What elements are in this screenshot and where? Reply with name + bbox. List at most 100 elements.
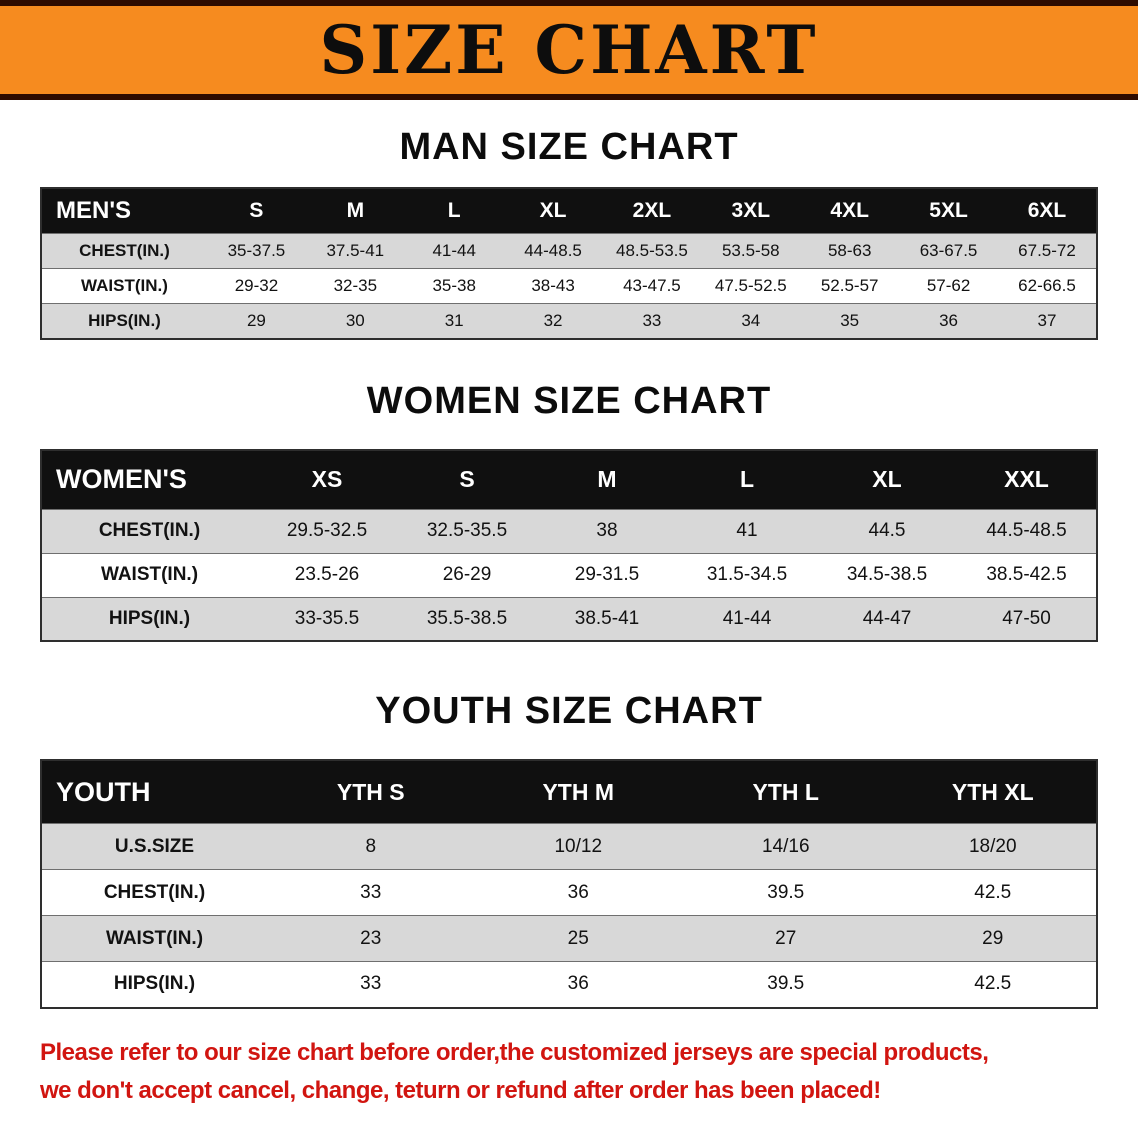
row-label: WAIST(IN.) — [105, 927, 204, 949]
size-value-cell: 18/20 — [968, 835, 1017, 857]
size-column-header: 6XL — [998, 188, 1097, 234]
size-value-cell: 35-38 — [432, 276, 476, 295]
page-title: SIZE CHART — [319, 11, 819, 89]
size-value-cell: 67.5-72 — [1018, 241, 1076, 260]
size-value-cell: 47-50 — [1002, 607, 1051, 629]
size-value-cell: 34.5-38.5 — [846, 564, 928, 585]
row-label: CHEST(IN.) — [98, 520, 201, 541]
size-value-cell: 37.5-41 — [326, 241, 385, 260]
size-value-cell: 57-62 — [926, 276, 971, 295]
measurement-row: HIPS(IN.) 33-35.5 35.5-38.5 38.5-41 41-44 44-… — [41, 597, 1097, 641]
size-value-cell: 29 — [246, 310, 266, 330]
table-title-cell: WOMEN'S — [41, 449, 257, 509]
size-table-header-row: YOUTH YTH S YTH M YTH L YTH XL — [41, 760, 1097, 824]
size-value-cell: 31 — [444, 310, 464, 330]
size-value-cell: 41-44 — [432, 241, 476, 260]
measurement-row: CHEST(IN.) 29.5-32.5 32.5-35.5 38 41 44.5 44.5… — [41, 509, 1097, 553]
size-value-cell: 48.5-53.5 — [616, 241, 688, 260]
footer-notice: Please refer to our size chart before or… — [40, 1039, 1138, 1105]
row-label: CHEST(IN.) — [79, 241, 170, 260]
youth-size-section: YOUTH SIZE CHART YOUTH YTH S YTH M YTH L YTH… — [0, 690, 1138, 1009]
size-value-cell: 29 — [982, 927, 1004, 949]
size-value-cell: 29-31.5 — [574, 564, 640, 585]
size-value-cell: 39.5 — [767, 881, 805, 903]
size-value-cell: 30 — [345, 310, 365, 330]
size-value-cell: 36 — [567, 881, 589, 903]
size-value-cell: 14/16 — [761, 835, 810, 857]
measurement-row: U.S.SIZE 8 10/12 14/16 18/20 — [41, 823, 1097, 870]
size-column-header: S — [207, 188, 306, 234]
size-value-cell: 32.5-35.5 — [426, 520, 508, 541]
women-size-section: WOMEN SIZE CHART WOMEN'S XS S M L XL XXL CHEST(… — [0, 379, 1138, 642]
row-label: WAIST(IN.) — [81, 276, 168, 295]
size-value-cell: 35-37.5 — [227, 241, 286, 260]
size-column-header: YTH L — [682, 760, 890, 824]
size-value-cell: 33 — [360, 973, 382, 995]
row-label: HIPS(IN.) — [88, 310, 161, 330]
size-value-cell: 43-47.5 — [623, 276, 681, 295]
measurement-row: CHEST(IN.) 35-37.5 37.5-41 41-44 44-48.5 48.5… — [41, 233, 1097, 269]
size-column-header: M — [537, 449, 677, 509]
size-value-cell: 29-32 — [234, 276, 279, 295]
measurement-row: HIPS(IN.) 29 30 31 32 33 34 35 36 37 — [41, 303, 1097, 339]
size-value-cell: 23.5-26 — [294, 564, 360, 585]
size-value-cell: 33-35.5 — [294, 607, 360, 629]
size-column-header: 4XL — [800, 188, 900, 234]
size-table-header-row: MEN'S S M L XL 2XL 3XL 4XL 5XL 6XL — [41, 188, 1097, 234]
men-size-section: MAN SIZE CHART MEN'S S M L XL 2XL 3XL 4XL 5XL 6XL… — [0, 126, 1138, 340]
size-value-cell: 37 — [1037, 310, 1057, 330]
size-column-header: 2XL — [602, 188, 702, 234]
size-value-cell: 38 — [596, 520, 618, 541]
measurement-row: WAIST(IN.) 29-32 32-35 35-38 38-43 43-47.5 47.… — [41, 268, 1097, 304]
size-value-cell: 47.5-52.5 — [714, 276, 787, 295]
size-value-cell: 25 — [567, 927, 589, 949]
measurement-row: CHEST(IN.) 33 36 39.5 42.5 — [41, 869, 1097, 916]
youth-section-heading: YOUTH SIZE CHART — [375, 690, 763, 732]
measurement-row: WAIST(IN.) 23 25 27 29 — [41, 915, 1097, 962]
size-value-cell: 33 — [642, 310, 662, 330]
size-value-cell: 36 — [939, 310, 959, 330]
size-column-header: 5XL — [899, 188, 998, 234]
men-section-heading: MAN SIZE CHART — [399, 126, 739, 168]
row-label: WAIST(IN.) — [100, 564, 199, 585]
size-value-cell: 34 — [741, 310, 761, 330]
size-column-header: YTH S — [267, 760, 475, 824]
size-column-header: 3XL — [701, 188, 801, 234]
size-value-cell: 42.5 — [974, 881, 1012, 903]
size-value-cell: 23 — [360, 927, 382, 949]
size-value-cell: 41 — [736, 520, 758, 541]
row-label: HIPS(IN.) — [108, 607, 191, 629]
size-column-header: XS — [257, 449, 397, 509]
banner: SIZE CHART — [0, 0, 1138, 100]
size-value-cell: 31.5-34.5 — [706, 564, 788, 585]
size-value-cell: 53.5-58 — [721, 241, 780, 260]
size-value-cell: 10/12 — [554, 835, 603, 857]
row-label: U.S.SIZE — [114, 835, 195, 857]
size-value-cell: 35.5-38.5 — [426, 607, 508, 629]
size-value-cell: 63-67.5 — [919, 241, 978, 260]
size-value-cell: 38-43 — [531, 276, 575, 295]
size-column-header: S — [397, 449, 537, 509]
size-value-cell: 32 — [543, 310, 563, 330]
size-value-cell: 41-44 — [722, 607, 772, 629]
size-column-header: XXL — [957, 449, 1097, 509]
women-size-table: WOMEN'S XS S M L XL XXL CHEST(IN.) 29.5-32.5 32.5… — [40, 448, 1098, 642]
size-value-cell: 44-47 — [862, 607, 912, 629]
size-value-cell: 52.5-57 — [820, 276, 879, 295]
row-label: HIPS(IN.) — [113, 973, 196, 995]
table-title-cell: MEN'S — [41, 188, 207, 234]
size-column-header: YTH XL — [889, 760, 1097, 824]
women-section-heading: WOMEN SIZE CHART — [366, 379, 772, 422]
size-value-cell: 26-29 — [442, 564, 492, 585]
size-column-header: L — [677, 449, 817, 509]
table-title-cell: YOUTH — [41, 760, 267, 824]
size-column-header: YTH M — [474, 760, 682, 824]
row-label: CHEST(IN.) — [103, 881, 206, 903]
size-column-header: M — [305, 188, 405, 234]
size-value-cell: 62-66.5 — [1018, 276, 1076, 295]
size-value-cell: 42.5 — [974, 973, 1012, 995]
size-value-cell: 32-35 — [333, 276, 378, 295]
notice-line-1: Please refer to our size chart before or… — [40, 1038, 989, 1066]
size-column-header: XL — [817, 449, 957, 509]
